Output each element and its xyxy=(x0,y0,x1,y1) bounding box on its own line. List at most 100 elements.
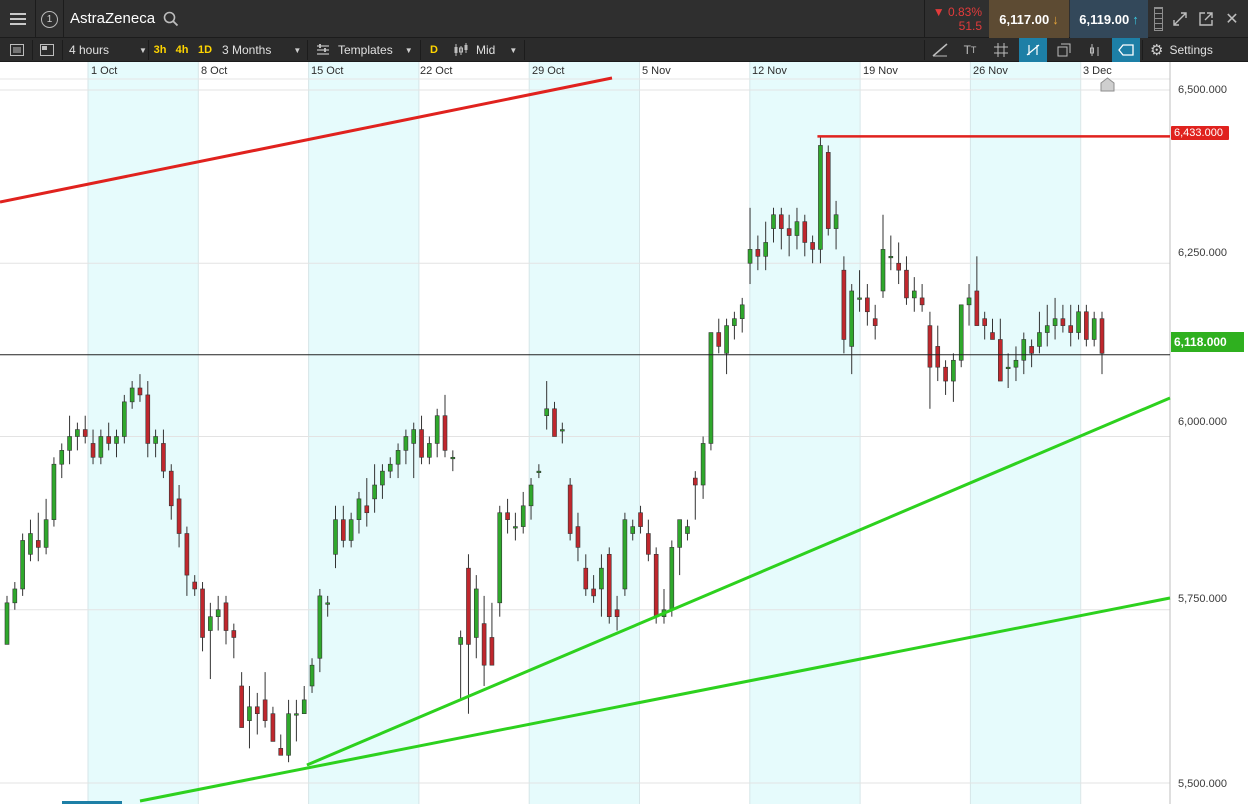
up-candle xyxy=(849,290,855,347)
y-tick-label: 5,500.000 xyxy=(1178,778,1227,790)
down-candle xyxy=(872,318,878,326)
up-candle xyxy=(911,290,917,299)
templates-icon xyxy=(317,44,329,55)
range-select[interactable]: 3 Months ▼ xyxy=(222,43,302,57)
down-candle xyxy=(716,332,722,347)
down-candle xyxy=(278,748,284,756)
d-button[interactable]: D xyxy=(430,44,438,56)
layout-icon[interactable] xyxy=(34,38,60,62)
up-candle xyxy=(630,526,636,534)
arrow-up-icon: ↑ xyxy=(1132,11,1139,27)
buy-price: 6,119.00 xyxy=(1079,11,1130,27)
sell-price: 6,117.00 xyxy=(999,11,1050,27)
x-tick-label: 19 Nov xyxy=(863,65,898,77)
down-candle xyxy=(341,519,346,541)
down-candle xyxy=(552,408,557,437)
up-candle xyxy=(560,429,565,432)
up-candle xyxy=(599,567,604,590)
x-tick-label: 29 Oct xyxy=(532,65,565,77)
price-type-label: Mid xyxy=(476,43,496,57)
down-candle xyxy=(82,429,88,437)
market-depth-icon[interactable] xyxy=(1150,0,1166,38)
search-icon[interactable] xyxy=(163,11,179,27)
quick-3h-button[interactable]: 3h xyxy=(153,44,167,56)
up-candle xyxy=(544,408,549,417)
up-candle xyxy=(520,505,526,527)
up-candle xyxy=(309,664,315,687)
indicator-icon[interactable] xyxy=(1082,38,1108,62)
down-candle xyxy=(998,339,1003,382)
up-candle xyxy=(724,325,729,354)
x-tick-label: 3 Dec xyxy=(1083,65,1112,77)
down-candle xyxy=(786,228,792,236)
price-type-select[interactable]: Mid ▼ xyxy=(453,38,517,62)
crosshair-icon[interactable] xyxy=(1019,38,1047,62)
popout-icon[interactable] xyxy=(1194,0,1218,38)
instrument-name[interactable]: AstraZeneca xyxy=(70,10,156,27)
info-icon[interactable]: 1 xyxy=(36,0,64,38)
up-candle xyxy=(732,318,737,326)
down-candle xyxy=(1029,346,1034,354)
down-candle xyxy=(161,443,166,472)
scroll-indicator[interactable] xyxy=(62,801,122,804)
up-candle xyxy=(427,443,432,458)
level-marker[interactable]: 6,433.000 xyxy=(1171,126,1229,140)
up-candle xyxy=(98,436,104,458)
up-candle xyxy=(450,456,456,460)
down-candle xyxy=(919,297,925,306)
menu-icon[interactable] xyxy=(0,0,36,38)
down-candle xyxy=(192,581,198,590)
sell-button[interactable]: 6,117.00 ↓ xyxy=(989,0,1069,38)
up-candle xyxy=(771,214,776,229)
draw-line-icon[interactable] xyxy=(927,38,953,62)
up-candle xyxy=(67,436,72,451)
close-icon[interactable]: ✕ xyxy=(1225,11,1239,28)
candle-type-icon xyxy=(454,43,468,56)
down-candle xyxy=(442,415,448,451)
down-candle xyxy=(646,533,651,555)
up-candle xyxy=(51,463,57,520)
down-candle xyxy=(591,588,596,597)
up-candle xyxy=(372,484,377,500)
up-candle xyxy=(708,332,714,444)
templates-select[interactable]: Templates ▼ xyxy=(316,38,413,62)
down-candle xyxy=(896,262,901,271)
up-candle xyxy=(536,470,542,473)
up-candle xyxy=(153,436,158,444)
down-candle xyxy=(606,554,612,617)
weekend-band xyxy=(88,62,198,804)
interval-select[interactable]: 4 hours ▼ xyxy=(69,43,147,57)
down-candle xyxy=(35,540,41,548)
grid-icon[interactable] xyxy=(988,38,1014,62)
up-candle xyxy=(403,436,409,451)
x-tick-label: 26 Nov xyxy=(973,65,1008,77)
expand-icon[interactable] xyxy=(1168,0,1192,38)
down-candle xyxy=(419,429,424,458)
home-marker-icon[interactable] xyxy=(1100,77,1115,92)
up-candle xyxy=(794,221,800,236)
down-candle xyxy=(810,242,815,250)
down-candle xyxy=(481,623,487,666)
up-candle xyxy=(356,498,362,520)
down-candle xyxy=(614,609,620,617)
tag-icon[interactable] xyxy=(1112,38,1140,62)
price-chart[interactable] xyxy=(0,62,1248,804)
quick-4h-button[interactable]: 4h xyxy=(175,44,189,56)
up-candle xyxy=(317,595,323,659)
up-candle xyxy=(215,609,221,617)
down-candle xyxy=(567,484,573,534)
down-candle xyxy=(927,325,933,368)
settings-label: Settings xyxy=(1169,43,1213,57)
down-candle xyxy=(841,269,847,340)
list-icon[interactable] xyxy=(4,38,30,62)
chart-area[interactable]: 1 Oct 8 Oct 15 Oct 22 Oct 29 Oct 5 Nov 1… xyxy=(0,62,1248,804)
settings-button[interactable]: ⚙ Settings xyxy=(1150,38,1213,62)
quick-1d-button[interactable]: 1D xyxy=(197,44,213,56)
buy-button[interactable]: 6,119.00 ↑ xyxy=(1070,0,1148,38)
copy-icon[interactable] xyxy=(1051,38,1077,62)
price-change: ▼ 0.83% 51.5 xyxy=(924,0,988,38)
down-candle xyxy=(364,505,370,514)
down-candle xyxy=(692,477,698,486)
up-candle xyxy=(114,436,119,444)
